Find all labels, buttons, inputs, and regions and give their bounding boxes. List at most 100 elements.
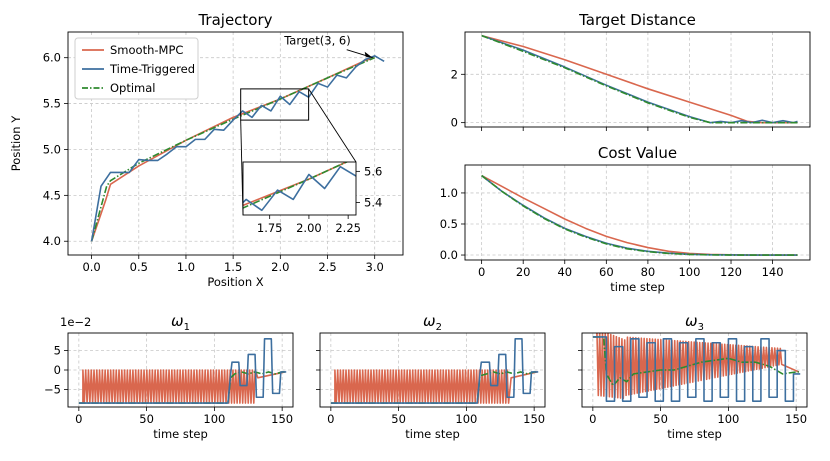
legend: Smooth-MPC Time-Triggered Optimal: [74, 37, 199, 100]
title-subscript: 2: [436, 322, 442, 333]
title-symbol: ω: [423, 312, 436, 330]
y-tick-label: 1.0: [440, 186, 458, 200]
omega3-panel: 0 50 100 150 ω3 time step: [578, 312, 808, 441]
title-subscript: 3: [698, 322, 704, 333]
y-tick-label: 2: [451, 67, 458, 81]
x-tick-label: 0.5: [130, 260, 148, 274]
chart-title: Cost Value: [598, 144, 677, 162]
x-axis-label: time step: [405, 427, 460, 441]
chart-title: ω1: [171, 312, 190, 333]
chart-title: ω2: [423, 312, 442, 333]
x-axis-label: Position X: [207, 275, 263, 289]
y-tick-label: 0.5: [440, 217, 458, 231]
x-tick-label: 100: [678, 265, 700, 279]
x-tick-label: 0.0: [82, 260, 100, 274]
x-tick-label: 120: [720, 265, 742, 279]
series-line-time-triggered: [592, 336, 801, 402]
inset-x-tick-label: 1.75: [257, 221, 283, 235]
series-line-optimal: [481, 34, 798, 124]
series-line-smooth-mpc: [481, 34, 798, 124]
cost_value-panel: 0 20 40 60 80 100 120 140 0.0 0.5 1.0 Cost Value tim…: [440, 144, 811, 294]
legend-label-optimal: Optimal: [110, 81, 156, 95]
inset-x-tick-label: 2.25: [335, 221, 361, 235]
x-tick-label: 2.5: [318, 260, 336, 274]
x-tick-label: 60: [599, 265, 614, 279]
x-tick-label: 3.0: [366, 260, 384, 274]
series-line-smooth-mpc: [78, 369, 286, 404]
x-tick-label: 1.5: [224, 260, 242, 274]
x-tick-label: 140: [762, 265, 784, 279]
x-tick-label: 80: [641, 265, 656, 279]
x-tick-label: 0: [327, 412, 334, 426]
y-tick-label: 4.0: [43, 234, 61, 248]
y-tick-label: 5.0: [43, 142, 61, 156]
omega3-series: [592, 333, 801, 402]
x-tick-label: 20: [516, 265, 531, 279]
series-line-time-triggered: [90, 55, 385, 242]
x-tick-label: 2.0: [271, 260, 289, 274]
series-line-time-triggered: [330, 338, 539, 404]
trajectory-panel: 0.0 0.5 1.0 1.5 2.0 2.5 3.0 4.0 4.5 5.0 5.5 6.0 Traj…: [9, 11, 404, 289]
title-symbol: ω: [171, 312, 184, 330]
omega2-series: [330, 338, 539, 404]
inset-y-tick-label: 5.4: [364, 196, 382, 210]
x-tick-label: 150: [271, 412, 293, 426]
plot-frame: [464, 164, 811, 261]
series-line-time-triggered: [481, 174, 798, 256]
x-tick-label: 50: [653, 412, 668, 426]
y-tick-label: 4.5: [43, 188, 61, 202]
cost_value-series: [481, 174, 798, 256]
chart-title: Target Distance: [578, 11, 696, 29]
x-tick-label: 100: [203, 412, 225, 426]
target_distance-panel: 0 2 Target Distance: [451, 11, 811, 131]
x-tick-label: 0: [75, 412, 82, 426]
annotation-arrowhead: [364, 51, 373, 58]
annotation-text: Target(3, 6): [283, 34, 351, 48]
inset-frame: [242, 161, 357, 216]
series-line-optimal: [78, 371, 285, 404]
x-tick-label: 1.0: [177, 260, 195, 274]
x-tick-label: 100: [717, 412, 739, 426]
target_distance-series: [481, 34, 798, 124]
x-axis-label: time step: [610, 280, 665, 294]
series-line-optimal: [481, 174, 798, 256]
y-tick-label: −5: [44, 382, 61, 396]
title-symbol: ω: [685, 312, 698, 330]
offset-label: 1e−2: [60, 315, 91, 329]
y-tick-label: 0: [54, 363, 61, 377]
plot-frame: [67, 31, 404, 256]
y-tick-label: 0: [451, 116, 458, 130]
plot-frame: [464, 31, 811, 128]
chart-title: Trajectory: [197, 11, 272, 29]
omega2-panel: 0 50 100 150 ω2 time step: [316, 312, 546, 441]
x-tick-label: 150: [785, 412, 807, 426]
plot-frame: [319, 332, 546, 408]
series-line-smooth-mpc: [90, 56, 375, 242]
x-tick-label: 0: [589, 412, 596, 426]
series-line-smooth-mpc: [481, 174, 798, 256]
x-tick-label: 50: [391, 412, 406, 426]
title-subscript: 1: [184, 322, 190, 333]
plot-frame: [67, 332, 294, 408]
zoom-region-box: [240, 88, 310, 121]
chart-title: ω3: [685, 312, 704, 333]
plot-frame: [581, 332, 808, 408]
series-line-time-triggered: [78, 338, 287, 404]
zoom-connector: [308, 88, 357, 163]
y-tick-label: 6.0: [43, 51, 61, 65]
series-line-smooth-mpc: [330, 369, 538, 404]
x-tick-label: 50: [139, 412, 154, 426]
x-axis-label: time step: [667, 427, 722, 441]
y-tick-label: 5.5: [43, 97, 61, 111]
inset-y-tick-label: 5.6: [364, 164, 382, 178]
x-tick-label: 100: [455, 412, 477, 426]
legend-label-smooth-mpc: Smooth-MPC: [110, 43, 183, 57]
x-tick-label: 40: [557, 265, 572, 279]
y-axis-label: Position Y: [9, 115, 23, 171]
x-tick-label: 0: [478, 265, 485, 279]
x-tick-label: 150: [523, 412, 545, 426]
omega1-series: [78, 338, 287, 404]
inset-x-tick-label: 2.00: [296, 221, 322, 235]
